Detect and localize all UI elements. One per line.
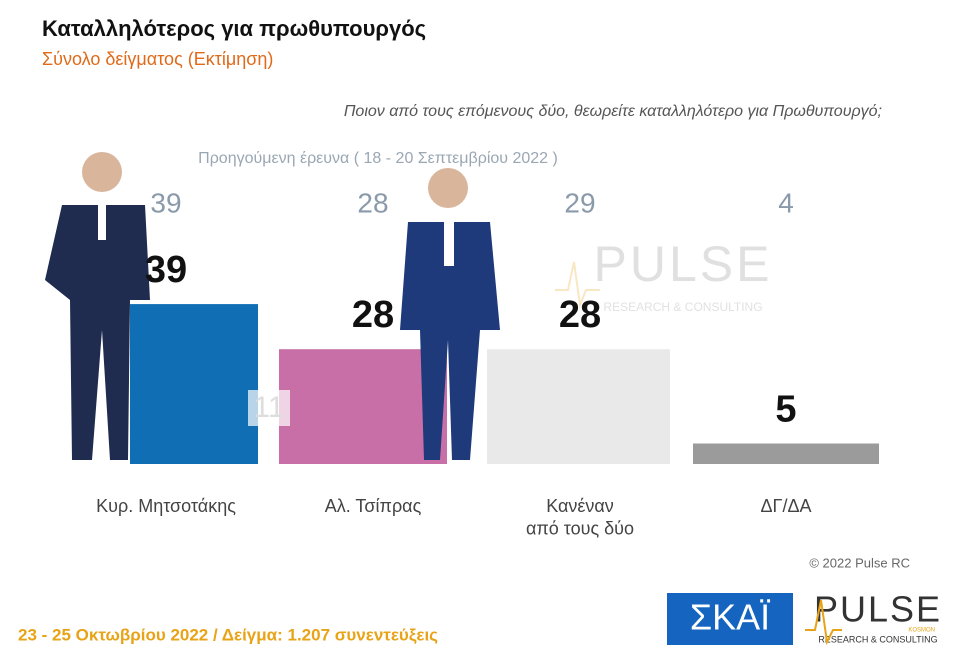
value-label: 28 xyxy=(352,294,394,336)
category-label: ΔΓ/ΔΑ xyxy=(761,496,812,516)
category-label: Κανέναν από τους δύο xyxy=(526,496,634,539)
bar xyxy=(279,349,447,464)
footer: 23 - 25 Οκτωβρίου 2022 / Δείγμα: 1.207 σ… xyxy=(18,625,438,644)
value-label: 5 xyxy=(775,389,796,431)
pulse-logo-sub: RESEARCH & CONSULTING xyxy=(818,634,937,644)
category-label: Κυρ. Μητσοτάκης xyxy=(96,496,236,516)
skai-logo xyxy=(667,593,793,645)
previous-value: 28 xyxy=(357,187,388,218)
bar xyxy=(693,443,879,464)
lead-box xyxy=(248,390,290,426)
pulse-logo-tag: KOSMON xyxy=(908,628,935,634)
value-label: 28 xyxy=(559,294,601,336)
watermark-sub: RESEARCH & CONSULTING xyxy=(603,300,762,314)
person-left xyxy=(45,152,150,460)
chart-subtitle: Σύνολο δείγματος (Εκτίμηση) xyxy=(42,49,273,69)
skai-logo-text: ΣΚΑΪ xyxy=(690,597,770,638)
previous-value: 29 xyxy=(564,187,595,218)
value-label: 39 xyxy=(145,249,187,291)
pulse-logo: PULSE xyxy=(814,589,942,630)
previous-label: Προηγούμενη έρευνα ( 18 - 20 Σεπτεμβρίου… xyxy=(198,150,558,167)
person-right xyxy=(400,168,500,460)
lead-label: 11 xyxy=(253,391,284,424)
question: Ποιον από τους επόμενους δύο, θεωρείτε κ… xyxy=(344,103,882,120)
bar xyxy=(487,349,670,464)
copyright: © 2022 Pulse RC xyxy=(809,555,910,570)
previous-value: 39 xyxy=(150,187,181,218)
previous-value: 4 xyxy=(778,187,794,218)
watermark-text: PULSE xyxy=(594,236,773,292)
bar xyxy=(130,304,258,464)
chart-title: Καταλληλότερος για πρωθυπουργός xyxy=(42,16,426,41)
pulse-logo-wave xyxy=(805,599,842,646)
watermark: PULSE RESEARCH & CONSULTING xyxy=(555,236,773,314)
category-label: Αλ. Τσίπρας xyxy=(325,496,422,516)
